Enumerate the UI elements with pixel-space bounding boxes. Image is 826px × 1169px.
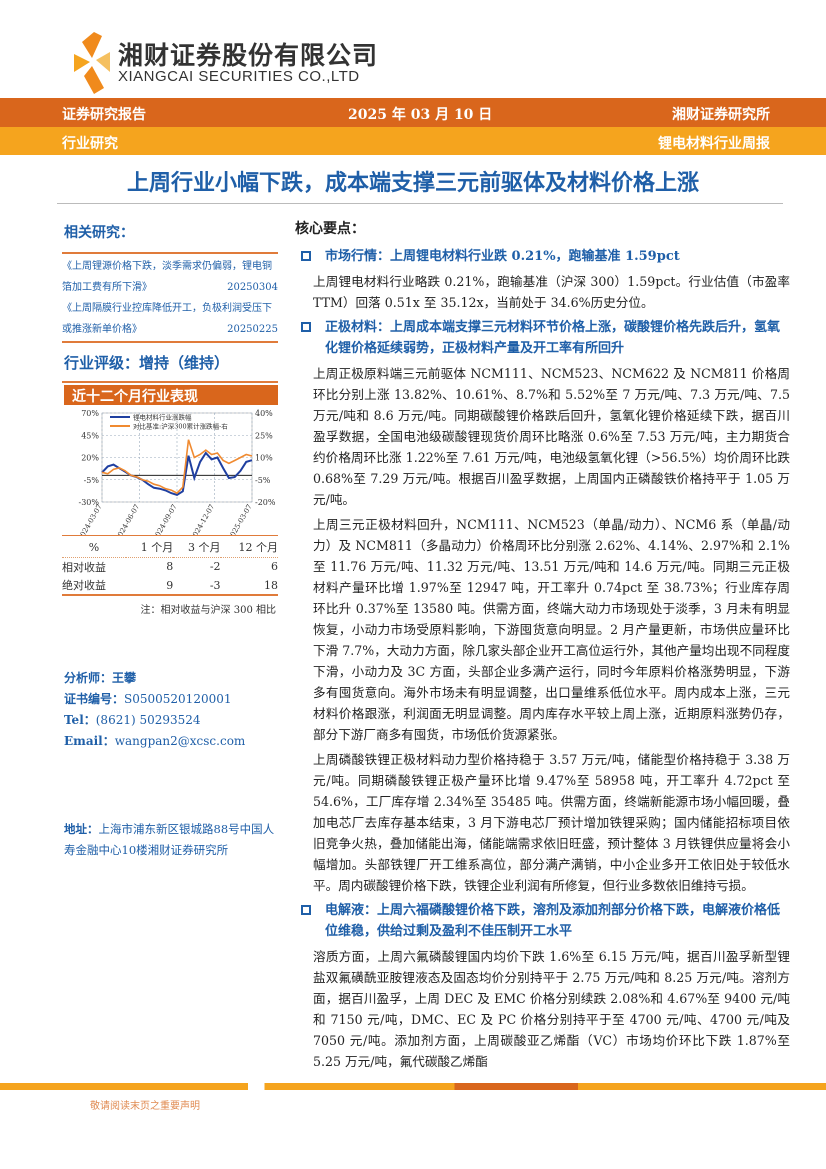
legend-label: 锂电材料行业涨跌幅 <box>133 413 192 422</box>
disclaimer: 敬请阅读末页之重要声明 <box>90 1101 200 1112</box>
right-tick-label: -20% <box>255 498 276 507</box>
divider <box>62 381 278 383</box>
address-text: 上海市浦东新区银城路88号中国人寿金融中心10楼湘财证券研究所 <box>64 822 275 857</box>
section-heading: 正极材料：上周成本端支撑三元材料环节价格上涨，碳酸锂价格先跌后升，氢氧化锂价格延… <box>295 317 790 359</box>
divider <box>62 341 278 343</box>
related-item[interactable]: 《上周锂源价格下跌，淡季需求仍偏弱，锂电铜箔加工费有所下滑》 20250304 <box>62 256 278 298</box>
divider <box>62 535 278 536</box>
section-heading: 电解液：上周六福磷酸锂价格下跌，溶剂及添加剂部分价格下跌，电解液价格低位维稳，供… <box>295 900 790 942</box>
cert-number: S0500520120001 <box>124 692 232 706</box>
right-tick-label: 10% <box>255 454 273 463</box>
legend-label: 对比基准:沪深300累计涨跌幅-右 <box>133 422 228 431</box>
right-tick-label: -5% <box>255 476 271 485</box>
table-cell: 绝对收益 <box>62 579 106 592</box>
footer-bar <box>0 1083 826 1090</box>
table-header-row: % 1 个月 3 个月 12 个月 <box>62 538 278 557</box>
related-item-title: 《上周锂源价格下跌，淡季需求仍偏弱，锂电铜箔加工费有所下滑》 <box>62 261 272 293</box>
paragraph: 上周三元正极材料回升，NCM111、NCM523（单晶/动力）、NCM6 系（单… <box>313 517 790 742</box>
related-item-title: 《上周隔膜行业控库降低开工，负极利润受压下或推涨新单价格》 <box>62 303 272 335</box>
core-points-title: 核心要点： <box>295 221 365 237</box>
section-heading-text: 电解液：上周六福磷酸锂价格下跌，溶剂及添加剂部分价格下跌，电解液价格低位维稳，供… <box>325 903 781 939</box>
x-tick-label: 2024-06-07 <box>114 503 141 535</box>
report-title: 上周行业小幅下跌，成本端支撑三元前驱体及材料价格上涨 <box>126 171 699 196</box>
x-tick-label: 2025-03-07 <box>227 503 254 535</box>
checkbox-bullet-icon <box>301 322 311 332</box>
paragraph: 溶质方面，上周六氟磷酸锂国内均价下跌 1.6%至 6.15 万元/吨，据百川盈孚… <box>313 949 790 1069</box>
table-cell: 8 <box>166 560 174 574</box>
right-tick-label: 25% <box>255 431 273 440</box>
institute: 湘财证券研究所 <box>672 107 770 123</box>
left-tick-label: 45% <box>81 431 99 440</box>
label: 分析师： <box>64 671 113 685</box>
subheader-bar: 行业研究 锂电材料行业周报 <box>0 127 826 155</box>
section-heading-text: 正极材料：上周成本端支撑三元材料环节价格上涨，碳酸锂价格先跌后升，氢氧化锂价格延… <box>325 320 781 356</box>
industry-rating: 行业评级：增持（维持） <box>64 354 230 372</box>
table-note: 注：相对收益与沪深 300 相比 <box>140 605 276 616</box>
email-link[interactable]: wangpan2@xcsc.com <box>114 734 246 748</box>
label: Email： <box>64 734 115 748</box>
analyst-name: 王攀 <box>112 671 137 685</box>
checkbox-bullet-icon <box>301 905 311 915</box>
section-heading: 市场行情：上周锂电材料行业跌 0.21%，跑输基准 1.59pct <box>295 246 790 267</box>
header-bar: 证券研究报告 2025 年 03 月 10 日 湘财证券研究所 <box>0 98 826 127</box>
section-heading-text: 市场行情：上周锂电材料行业跌 0.21%，跑输基准 1.59pct <box>325 249 680 264</box>
related-research-title: 相关研究： <box>64 225 134 241</box>
label: 证书编号： <box>64 692 125 706</box>
checkbox-bullet-icon <box>301 251 311 261</box>
divider <box>62 252 278 254</box>
table-cell: -2 <box>209 560 221 574</box>
table-header: 12 个月 <box>238 541 279 555</box>
table-cell: 6 <box>271 560 278 574</box>
x-tick-label: 2024-12-07 <box>189 503 216 535</box>
phone: (8621) 50293524 <box>95 713 201 727</box>
company-name-cn: 湘财证券股份有限公司 <box>118 41 379 70</box>
left-tick-label: -5% <box>84 476 100 485</box>
paragraph: 上周磷酸铁锂正极材料动力型价格持稳于 3.57 万元/吨，储能型价格持稳于 3.… <box>313 752 790 893</box>
x-tick-label: 2024-09-07 <box>152 503 179 535</box>
left-tick-label: 70% <box>81 409 99 418</box>
company-logo-icon <box>74 32 110 94</box>
left-tick-label: 20% <box>81 454 99 463</box>
report-date: 2025 年 03 月 10 日 <box>348 107 493 123</box>
table-cell: 9 <box>166 578 174 592</box>
analyst-info: 分析师：王攀 证书编号：S0500520120001 Tel：(8621) 50… <box>64 668 245 752</box>
related-item-date: 20250225 <box>227 324 278 335</box>
left-tick-label: -30% <box>79 498 100 507</box>
table-header: % <box>88 540 100 554</box>
address: 地址：上海市浦东新区银城路88号中国人寿金融中心10楼湘财证券研究所 <box>64 819 278 861</box>
table-row: 相对收益 8 -2 6 <box>62 557 278 576</box>
paragraph: 上周锂电材料行业略跌 0.21%，跑输基准（沪深 300）1.59pct。行业估… <box>313 274 790 310</box>
main-content: 核心要点： 市场行情：上周锂电材料行业跌 0.21%，跑输基准 1.59pct 上… <box>295 218 790 1076</box>
related-item-date: 20250304 <box>227 282 278 293</box>
chart-title: 近十二个月行业表现 <box>64 385 278 405</box>
report-type: 证券研究报告 <box>62 107 146 123</box>
label: Tel： <box>64 713 96 727</box>
table-cell: 18 <box>264 578 278 592</box>
category: 行业研究 <box>62 136 118 152</box>
table-header: 3 个月 <box>188 541 221 555</box>
label: 地址： <box>64 822 99 836</box>
table-cell: 相对收益 <box>62 560 106 574</box>
paragraph: 上周正极原料端三元前驱体 NCM111、NCM523、NCM622 及 NCM8… <box>313 366 790 507</box>
table-row: 绝对收益 9 -3 18 <box>62 576 278 595</box>
company-name-en: XIANGCAI SECURITIES CO.,LTD <box>118 68 360 85</box>
right-tick-label: 40% <box>255 409 273 418</box>
series-line-benchmark <box>101 439 253 495</box>
report-series: 锂电材料行业周报 <box>658 136 770 152</box>
performance-chart: 70% 40% 45% 25% 20% 10% -5% -5% -30% -20% 2024-03-… <box>77 409 276 535</box>
title-divider <box>57 203 783 204</box>
table-cell: -3 <box>209 578 221 592</box>
performance-table: % 1 个月 3 个月 12 个月 相对收益 8 -2 6 绝对收益 9 -3 … <box>62 538 278 596</box>
table-header: 1 个月 <box>140 541 174 555</box>
related-item[interactable]: 《上周隔膜行业控库降低开工，负极利润受压下或推涨新单价格》 20250225 <box>62 298 278 340</box>
x-tick-label: 2024-03-07 <box>77 503 104 535</box>
